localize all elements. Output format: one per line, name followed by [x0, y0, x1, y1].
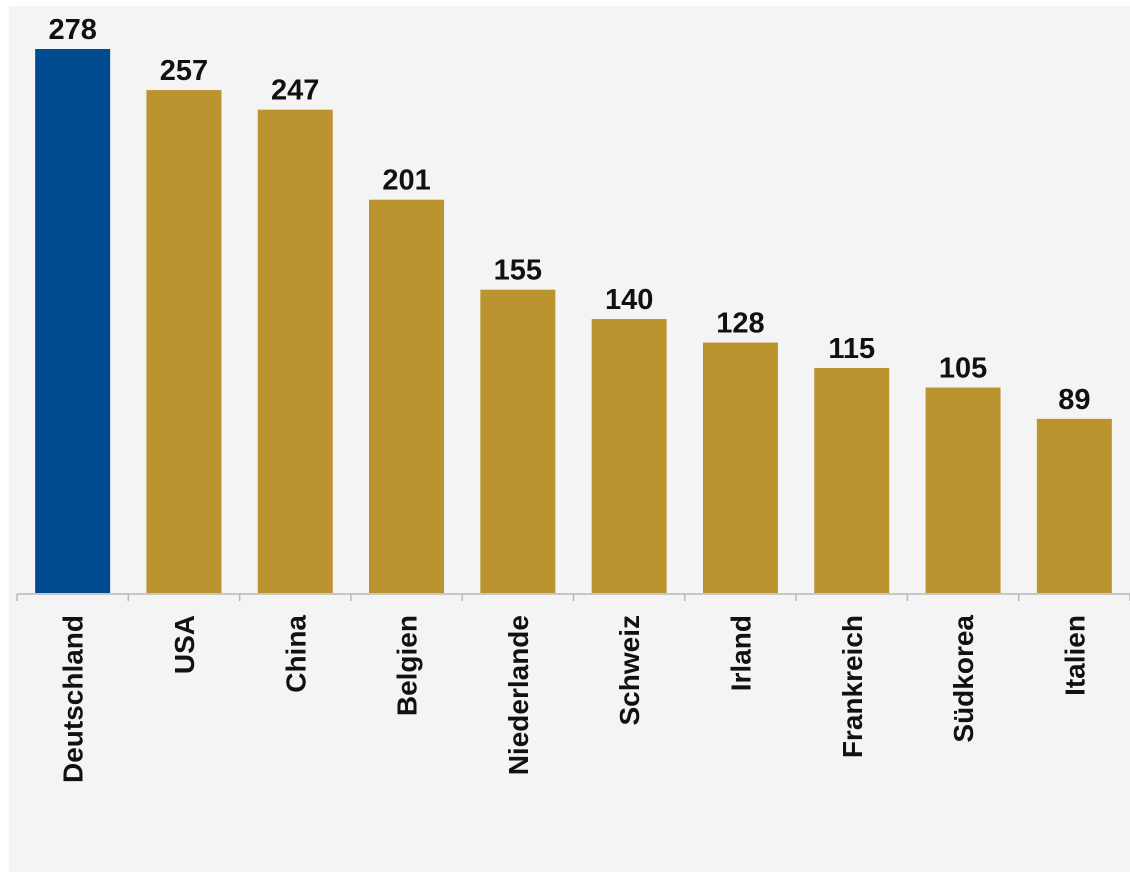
bar-irland: [702, 342, 778, 593]
category-label: Frankreich: [837, 615, 868, 758]
bar-frankreich: [814, 367, 890, 593]
data-label: 257: [160, 55, 208, 87]
bar-china: [257, 109, 333, 594]
category-label: Italien: [1059, 615, 1090, 696]
data-label: 247: [271, 75, 319, 107]
data-label: 278: [48, 14, 96, 46]
bar-südkorea: [925, 387, 1001, 593]
bar-deutschland: [35, 49, 111, 593]
data-label: 89: [1058, 384, 1090, 416]
category-label: Südkorea: [948, 615, 979, 743]
bar-italien: [1036, 418, 1112, 593]
category-label: Irland: [725, 615, 756, 691]
bar-usa: [146, 90, 222, 593]
data-label: 201: [382, 165, 430, 197]
data-label: 128: [716, 308, 764, 340]
data-label: 140: [605, 284, 653, 316]
category-label: Niederlande: [503, 615, 534, 775]
category-label: China: [280, 615, 311, 693]
bar-niederlande: [480, 289, 556, 593]
bar-schweiz: [591, 319, 667, 593]
category-label: USA: [169, 615, 200, 674]
bar-belgien: [369, 199, 445, 593]
data-label: 115: [828, 333, 875, 365]
data-label: 105: [939, 353, 987, 385]
category-label: Schweiz: [614, 615, 645, 725]
category-label: Deutschland: [58, 615, 89, 783]
category-label: Belgien: [392, 615, 423, 716]
data-label: 155: [494, 255, 542, 287]
